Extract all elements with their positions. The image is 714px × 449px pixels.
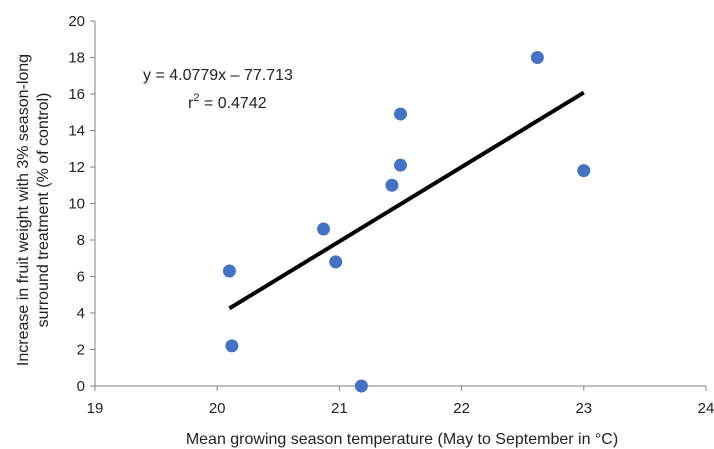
r-squared-superscript: 2 bbox=[193, 92, 199, 104]
y-tick-label: 8 bbox=[77, 232, 85, 249]
data-points bbox=[222, 51, 591, 393]
x-tick-label: 19 bbox=[87, 400, 104, 417]
y-axis-title-line-1: Increase in fruit weight with 3% season-… bbox=[15, 54, 32, 366]
x-tick-label: 20 bbox=[209, 400, 226, 417]
y-tick-label: 12 bbox=[68, 159, 85, 176]
data-point bbox=[222, 264, 236, 278]
y-tick-label: 6 bbox=[77, 269, 85, 286]
y-tick-label: 18 bbox=[68, 50, 85, 67]
x-tick-label: 21 bbox=[331, 400, 348, 417]
regression-equation: y = 4.0779x – 77.713 bbox=[143, 67, 293, 84]
y-tick-label: 0 bbox=[77, 378, 85, 395]
data-point bbox=[394, 107, 407, 121]
data-point bbox=[385, 178, 399, 192]
y-tick-label: 10 bbox=[68, 196, 85, 213]
y-axis-title: Increase in fruit weight with 3% season-… bbox=[15, 54, 52, 366]
trendline bbox=[228, 90, 585, 311]
y-tick-label: 20 bbox=[68, 13, 85, 30]
y-tick-label: 14 bbox=[68, 123, 85, 140]
x-tick-label: 24 bbox=[698, 400, 714, 417]
x-axis-title: Mean growing season temperature (May to … bbox=[186, 431, 618, 448]
data-point bbox=[225, 339, 239, 353]
data-point bbox=[530, 51, 544, 64]
data-point bbox=[354, 379, 368, 393]
y-tick-label: 16 bbox=[68, 86, 85, 103]
data-point bbox=[329, 255, 343, 269]
trendline-group bbox=[228, 90, 585, 311]
x-tick-label: 22 bbox=[453, 400, 470, 417]
r-squared-prefix: r bbox=[188, 95, 194, 112]
x-tick-label: 23 bbox=[575, 400, 592, 417]
data-point bbox=[394, 158, 407, 172]
y-tick-label: 4 bbox=[77, 305, 85, 322]
r-squared-value: = 0.4742 bbox=[199, 95, 266, 112]
r-squared: r2 = 0.4742 bbox=[188, 92, 267, 112]
data-point bbox=[577, 164, 591, 178]
y-tick-label: 2 bbox=[77, 342, 85, 359]
y-axis-title-line-2: surround treatment (% of control) bbox=[35, 93, 52, 328]
data-point bbox=[317, 222, 331, 236]
